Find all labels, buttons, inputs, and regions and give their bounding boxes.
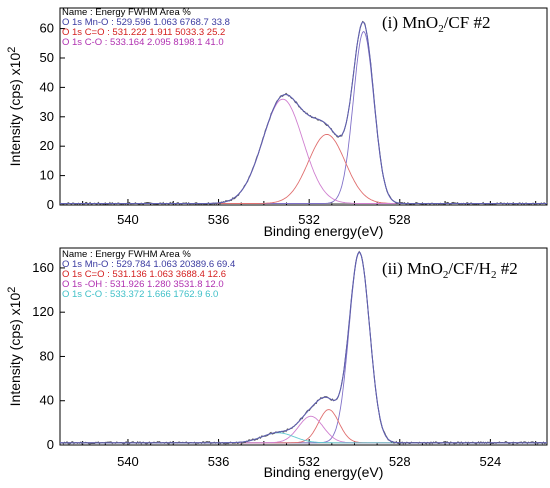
title-subscript: 2	[438, 23, 444, 35]
legend-entry: O 1s C-O : 533.164 2.095 8198.1 41.0	[62, 37, 224, 48]
x-tick-label: 524	[480, 454, 502, 469]
y-axis-label: Intensity (cps) x102	[6, 47, 23, 167]
legend-header: Name : Energy FWHM Area %	[62, 249, 191, 260]
x-tick-label: 528	[389, 454, 411, 469]
title-part: #2	[496, 259, 517, 278]
legend-header: Name : Energy FWHM Area %	[62, 7, 191, 18]
chart-panel-1: 0 10 20 30 40 50 60 540 536 532 528 Binding energy(…	[6, 7, 548, 239]
y-tick-label: 40	[40, 79, 54, 94]
peak-component	[60, 415, 547, 444]
legend-entry: O 1s Mn-O : 529.784 1.063 20389.6 69.4	[62, 259, 235, 270]
y-axis-label-superscript: 2	[6, 287, 18, 293]
y-tick-label: 160	[32, 260, 54, 275]
title-part: /CF #2	[444, 13, 491, 32]
y-tick-label: 120	[32, 304, 54, 319]
y-tick-label: 60	[40, 21, 54, 36]
y-tick-label: 50	[40, 50, 54, 65]
x-tick-label: 536	[208, 454, 230, 469]
x-axis-label: Binding energy(eV)	[264, 223, 384, 239]
legend-entry: O 1s C=O : 531.222 1.911 5033.3 25.2	[62, 27, 225, 38]
y-tick-label: 0	[47, 437, 54, 452]
plot-frame	[59, 7, 548, 206]
plot-frame	[59, 247, 548, 446]
x-tick-label: 532	[298, 454, 320, 469]
legend-entry: O 1s Mn-O : 529.596 1.063 6768.7 33.8	[62, 17, 230, 28]
y-tick-label: 20	[40, 138, 54, 153]
y-axis-label: Intensity (cps) x102	[6, 287, 23, 407]
x-tick-label: 536	[208, 212, 230, 227]
y-tick-label: 0	[47, 197, 54, 212]
panel-title: (ii) MnO2/CF/H2 #2	[382, 259, 518, 281]
y-tick-label: 40	[40, 393, 54, 408]
y-tick-label: 10	[40, 168, 54, 183]
fit-envelope	[60, 251, 547, 444]
y-axis-label-superscript: 2	[6, 47, 18, 53]
fit-envelope	[60, 21, 547, 205]
title-subscript: 2	[491, 269, 497, 281]
peak-component	[60, 133, 547, 204]
peak-component	[60, 30, 547, 204]
y-tick-label: 30	[40, 109, 54, 124]
legend-entry: O 1s C-O : 533.372 1.666 1762.9 6.0	[62, 289, 218, 300]
title-part: /CF/H	[448, 259, 491, 278]
x-tick-label: 532	[298, 212, 320, 227]
raw-spectrum	[59, 20, 548, 206]
x-tick-label: 540	[117, 454, 139, 469]
legend-entry: O 1s C=O : 531.136 1.063 3688.4 12.6	[62, 269, 226, 280]
y-tick-label: 80	[40, 348, 54, 363]
title-subscript: 2	[443, 269, 449, 281]
peak-component	[60, 409, 547, 444]
panel-title: (i) MnO2/CF #2	[382, 13, 490, 35]
chart-panel-2: 0 40 80 120 160 540 536 532 528 524 Binding energy…	[6, 247, 548, 480]
peak-component	[60, 98, 547, 204]
x-axis-label: Binding energy(eV)	[264, 464, 384, 480]
x-tick-label: 540	[117, 212, 139, 227]
x-tick-label: 528	[389, 212, 411, 227]
legend-entry: O 1s -OH : 531.926 1.280 3531.8 12.0	[62, 279, 224, 290]
